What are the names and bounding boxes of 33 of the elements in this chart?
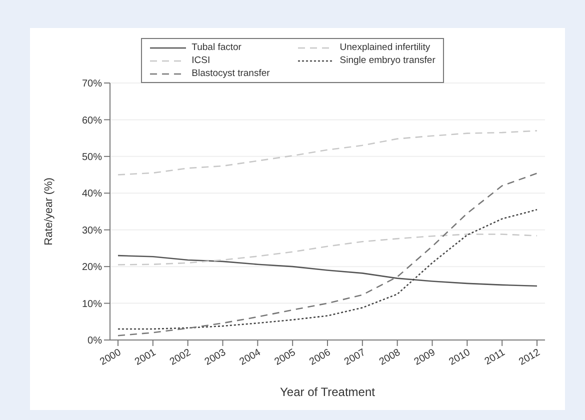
y-tick-label: 30% <box>82 225 102 236</box>
line-series <box>117 172 538 336</box>
y-tick-label: 70% <box>82 78 102 90</box>
y-tick-label: 60% <box>82 115 102 126</box>
x-tick-label: 2000 <box>98 347 124 368</box>
x-tick-label: 2011 <box>483 347 508 368</box>
x-tick-label: 2001 <box>133 347 158 368</box>
legend-label: Unexplained infertility <box>340 42 430 53</box>
y-tick-label: 40% <box>82 188 102 200</box>
x-tick-label: 2012 <box>517 347 542 368</box>
legend-label: ICSI <box>192 55 210 66</box>
x-tick-label: 2010 <box>447 347 473 368</box>
legend-label: Tubal factor <box>192 42 242 53</box>
x-tick-label: 2006 <box>308 347 333 368</box>
legend-label: Blastocyst transfer <box>192 68 270 79</box>
x-tick-label: 2002 <box>168 347 194 368</box>
line-series <box>117 234 538 266</box>
legend-label: Single embryo transfer <box>340 55 436 66</box>
y-tick-label: 10% <box>82 298 102 310</box>
line-series <box>117 254 538 287</box>
y-tick-label: 0% <box>88 336 102 347</box>
x-tick-label: 2008 <box>378 347 403 368</box>
y-axis-title: Rate/year (%) <box>42 178 55 246</box>
x-tick-label: 2005 <box>272 347 298 368</box>
x-tick-label: 2007 <box>342 347 368 368</box>
y-tick-label: 20% <box>82 262 102 274</box>
line-series <box>117 130 538 176</box>
line-series <box>117 209 538 330</box>
x-tick-label: 2009 <box>412 347 438 368</box>
y-tick-label: 50% <box>82 152 102 163</box>
x-tick-label: 2003 <box>203 347 228 368</box>
x-axis-title: Year of Treatment <box>280 385 376 399</box>
x-tick-label: 2004 <box>238 347 264 368</box>
